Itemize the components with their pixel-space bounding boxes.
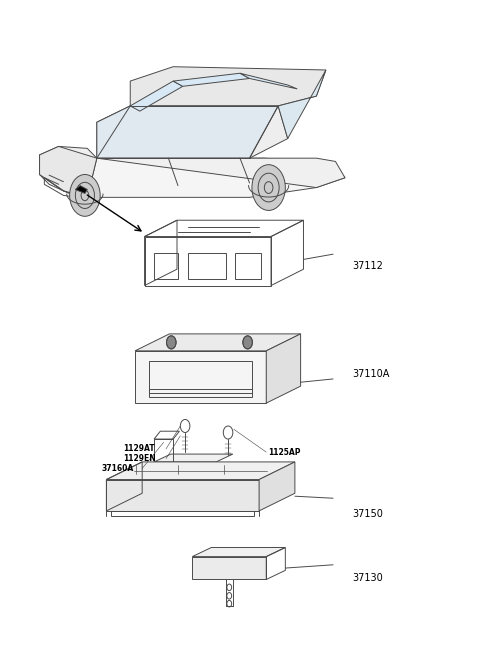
Polygon shape: [97, 158, 345, 188]
Polygon shape: [97, 106, 288, 158]
Text: 1125AP: 1125AP: [269, 447, 301, 457]
Polygon shape: [39, 158, 345, 197]
Polygon shape: [130, 81, 183, 111]
Text: 1129AT: 1129AT: [123, 444, 155, 453]
Text: 37110A: 37110A: [352, 369, 390, 379]
Polygon shape: [192, 557, 266, 579]
Polygon shape: [135, 351, 266, 403]
Polygon shape: [135, 334, 300, 351]
Text: 37130: 37130: [352, 573, 383, 583]
Polygon shape: [75, 186, 87, 194]
Polygon shape: [107, 480, 259, 511]
Text: 37150: 37150: [352, 509, 383, 519]
Text: 1129EN: 1129EN: [123, 454, 156, 463]
Polygon shape: [107, 462, 295, 480]
Polygon shape: [240, 73, 297, 89]
Text: 37160A: 37160A: [102, 464, 134, 473]
Polygon shape: [173, 73, 250, 87]
Circle shape: [167, 336, 176, 349]
Polygon shape: [130, 67, 326, 106]
Polygon shape: [154, 454, 233, 462]
Polygon shape: [192, 548, 285, 557]
Circle shape: [70, 174, 100, 216]
Text: 37112: 37112: [352, 261, 383, 271]
Polygon shape: [39, 146, 97, 197]
Polygon shape: [266, 334, 300, 403]
Circle shape: [252, 165, 285, 211]
Polygon shape: [39, 146, 97, 197]
Polygon shape: [259, 462, 295, 511]
Polygon shape: [97, 106, 278, 158]
Circle shape: [243, 336, 252, 349]
Polygon shape: [278, 70, 326, 138]
